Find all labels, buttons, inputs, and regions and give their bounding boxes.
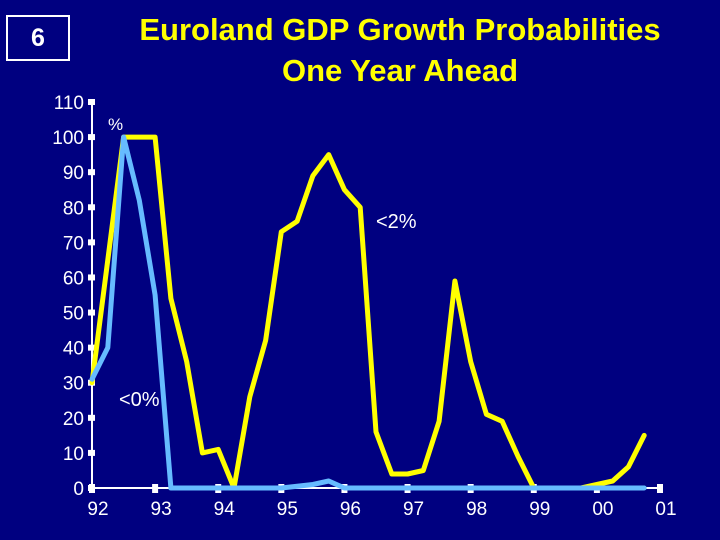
x-tick-mark bbox=[152, 484, 159, 493]
y-tick-mark bbox=[88, 204, 95, 211]
y-tick-label: 60 bbox=[63, 268, 84, 289]
y-tick-mark bbox=[88, 239, 95, 246]
y-tick-mark bbox=[88, 414, 95, 421]
y-tick-label: 70 bbox=[63, 233, 84, 254]
y-tick-label: 90 bbox=[63, 163, 84, 184]
x-tick-label: 00 bbox=[592, 499, 613, 520]
y-tick-mark bbox=[88, 344, 95, 351]
y-tick-mark bbox=[88, 309, 95, 316]
y-tick-label: 50 bbox=[63, 304, 84, 325]
y-tick-mark bbox=[88, 274, 95, 281]
y-tick-label: 110 bbox=[54, 93, 84, 114]
y-axis-ticks: 0 10 20 30 40 50 60 70 80 90 100 110 bbox=[52, 93, 95, 500]
y-tick-label: 80 bbox=[63, 198, 84, 219]
x-tick-mark bbox=[657, 484, 663, 493]
x-tick-label: 98 bbox=[466, 499, 487, 520]
annotation-below-2-percent: <2% bbox=[376, 211, 417, 233]
x-tick-label: 01 bbox=[655, 499, 676, 520]
y-tick-label: 20 bbox=[63, 409, 84, 430]
chart-title-line1: Euroland GDP Growth Probabilities bbox=[139, 12, 661, 47]
x-tick-label: 97 bbox=[403, 499, 424, 520]
x-tick-label: 93 bbox=[151, 499, 172, 520]
slide-number: 6 bbox=[6, 15, 70, 61]
unit-label: % bbox=[108, 115, 123, 134]
y-tick-label: 10 bbox=[63, 444, 84, 465]
series-below-0-percent-line bbox=[89, 134, 647, 491]
y-tick-mark bbox=[88, 449, 95, 456]
x-tick-label: 94 bbox=[214, 499, 236, 520]
y-tick-label: 0 bbox=[73, 479, 84, 500]
x-tick-label: 95 bbox=[277, 499, 298, 520]
series-below-2-percent-line bbox=[89, 134, 647, 491]
series-layer bbox=[89, 134, 647, 491]
chart-title-line2: One Year Ahead bbox=[281, 53, 519, 88]
y-tick-label: 40 bbox=[63, 339, 84, 360]
x-tick-label: 99 bbox=[529, 499, 550, 520]
annotation-below-0-percent: <0% bbox=[119, 389, 160, 411]
y-tick-label: 30 bbox=[63, 374, 84, 395]
x-tick-label: 92 bbox=[87, 499, 108, 520]
y-tick-mark bbox=[88, 134, 95, 141]
y-tick-mark bbox=[88, 169, 95, 176]
y-tick-label: 100 bbox=[52, 128, 84, 149]
y-tick-mark bbox=[88, 99, 95, 105]
x-axis-ticks: 92 93 94 95 96 97 98 99 00 01 bbox=[87, 484, 677, 520]
x-tick-mark bbox=[89, 484, 95, 493]
x-tick-label: 96 bbox=[340, 499, 361, 520]
